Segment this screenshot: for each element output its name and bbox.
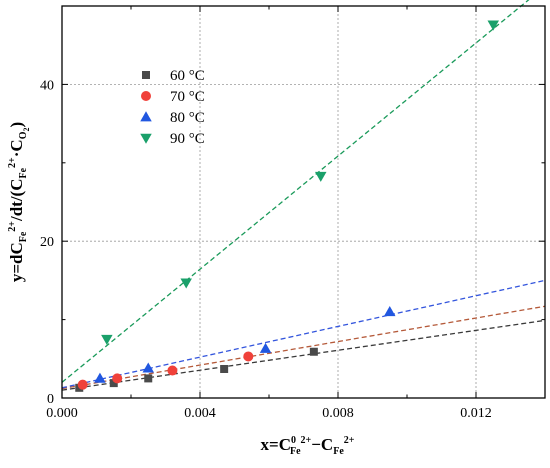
legend-marker — [140, 111, 152, 122]
y-axis-title-mid1: /dt/(C — [7, 178, 26, 222]
y-axis-title-sup2: 2+ — [7, 157, 18, 168]
data-point — [77, 379, 88, 390]
x-axis-title-sup2: 2+ — [301, 435, 312, 446]
data-point — [384, 306, 396, 317]
fit-lines — [61, 0, 546, 391]
y-axis-title-prefix: y=dC — [7, 242, 26, 282]
data-point — [94, 372, 106, 383]
y-axis-title-sub3b: 2 — [22, 128, 31, 132]
x-tick-label: 0.004 — [184, 406, 216, 421]
legend-label: 70 °C — [170, 89, 205, 105]
y-axis-title-suffix: ) — [7, 122, 26, 128]
data-point — [220, 364, 229, 373]
data-point — [167, 365, 178, 376]
x-axis-title-sub3: Fe — [333, 446, 344, 457]
fit-line — [61, 305, 546, 390]
x-axis-title-sup1: 0 — [291, 435, 296, 446]
fit-line — [61, 0, 530, 383]
x-axis-title: x=C0 Fe2+−CFe2+ — [261, 435, 355, 457]
data-point — [243, 351, 254, 362]
y-tick-label: 0 — [47, 392, 54, 407]
data-point — [309, 347, 318, 356]
x-tick-label: 0.012 — [460, 406, 492, 421]
y-axis-title-sub2: Fe — [18, 167, 29, 178]
y-axis-title-sub3: O — [18, 131, 29, 139]
legend: 60 °C 70 °C 80 °C 90 °C — [140, 68, 205, 147]
fit-line — [61, 319, 546, 391]
data-point — [259, 342, 272, 353]
data-point — [180, 278, 192, 289]
y-axis-title-sub1: Fe — [18, 231, 29, 242]
x-axis-title-sub1: Fe — [290, 446, 301, 457]
data-point — [101, 334, 113, 345]
data-points — [75, 20, 499, 392]
legend-label: 60 °C — [170, 68, 205, 84]
data-point — [315, 171, 327, 182]
data-point — [109, 379, 118, 388]
x-tick-label: 0.000 — [46, 406, 78, 421]
y-axis-title: y=dCFe2+/dt/(CFe2+·CO2) — [7, 122, 31, 282]
data-point — [487, 20, 499, 31]
grid — [62, 6, 545, 398]
legend-label: 90 °C — [170, 131, 205, 147]
data-point — [142, 362, 154, 373]
data-point — [112, 373, 123, 384]
y-axis-title-mid2: ·C — [7, 139, 26, 157]
x-tick-label: 0.008 — [322, 406, 354, 421]
y-tick-label: 40 — [40, 78, 54, 93]
x-axis-title-sup3: 2+ — [344, 435, 355, 446]
x-axis-title-mid: −C — [311, 435, 333, 454]
legend-marker — [140, 133, 152, 144]
legend-marker — [142, 71, 150, 79]
y-tick-label: 20 — [40, 235, 54, 250]
x-axis-title-prefix: x=C — [261, 435, 291, 454]
fit-line — [61, 279, 546, 389]
plot-area-frame — [61, 5, 546, 399]
legend-label: 80 °C — [170, 110, 205, 126]
axis-ticks: 0.000 0.004 0.008 0.012 0 20 40 — [40, 5, 546, 421]
y-axis-title-sup1: 2+ — [7, 221, 18, 232]
legend-marker — [141, 91, 151, 101]
data-point — [144, 374, 153, 383]
